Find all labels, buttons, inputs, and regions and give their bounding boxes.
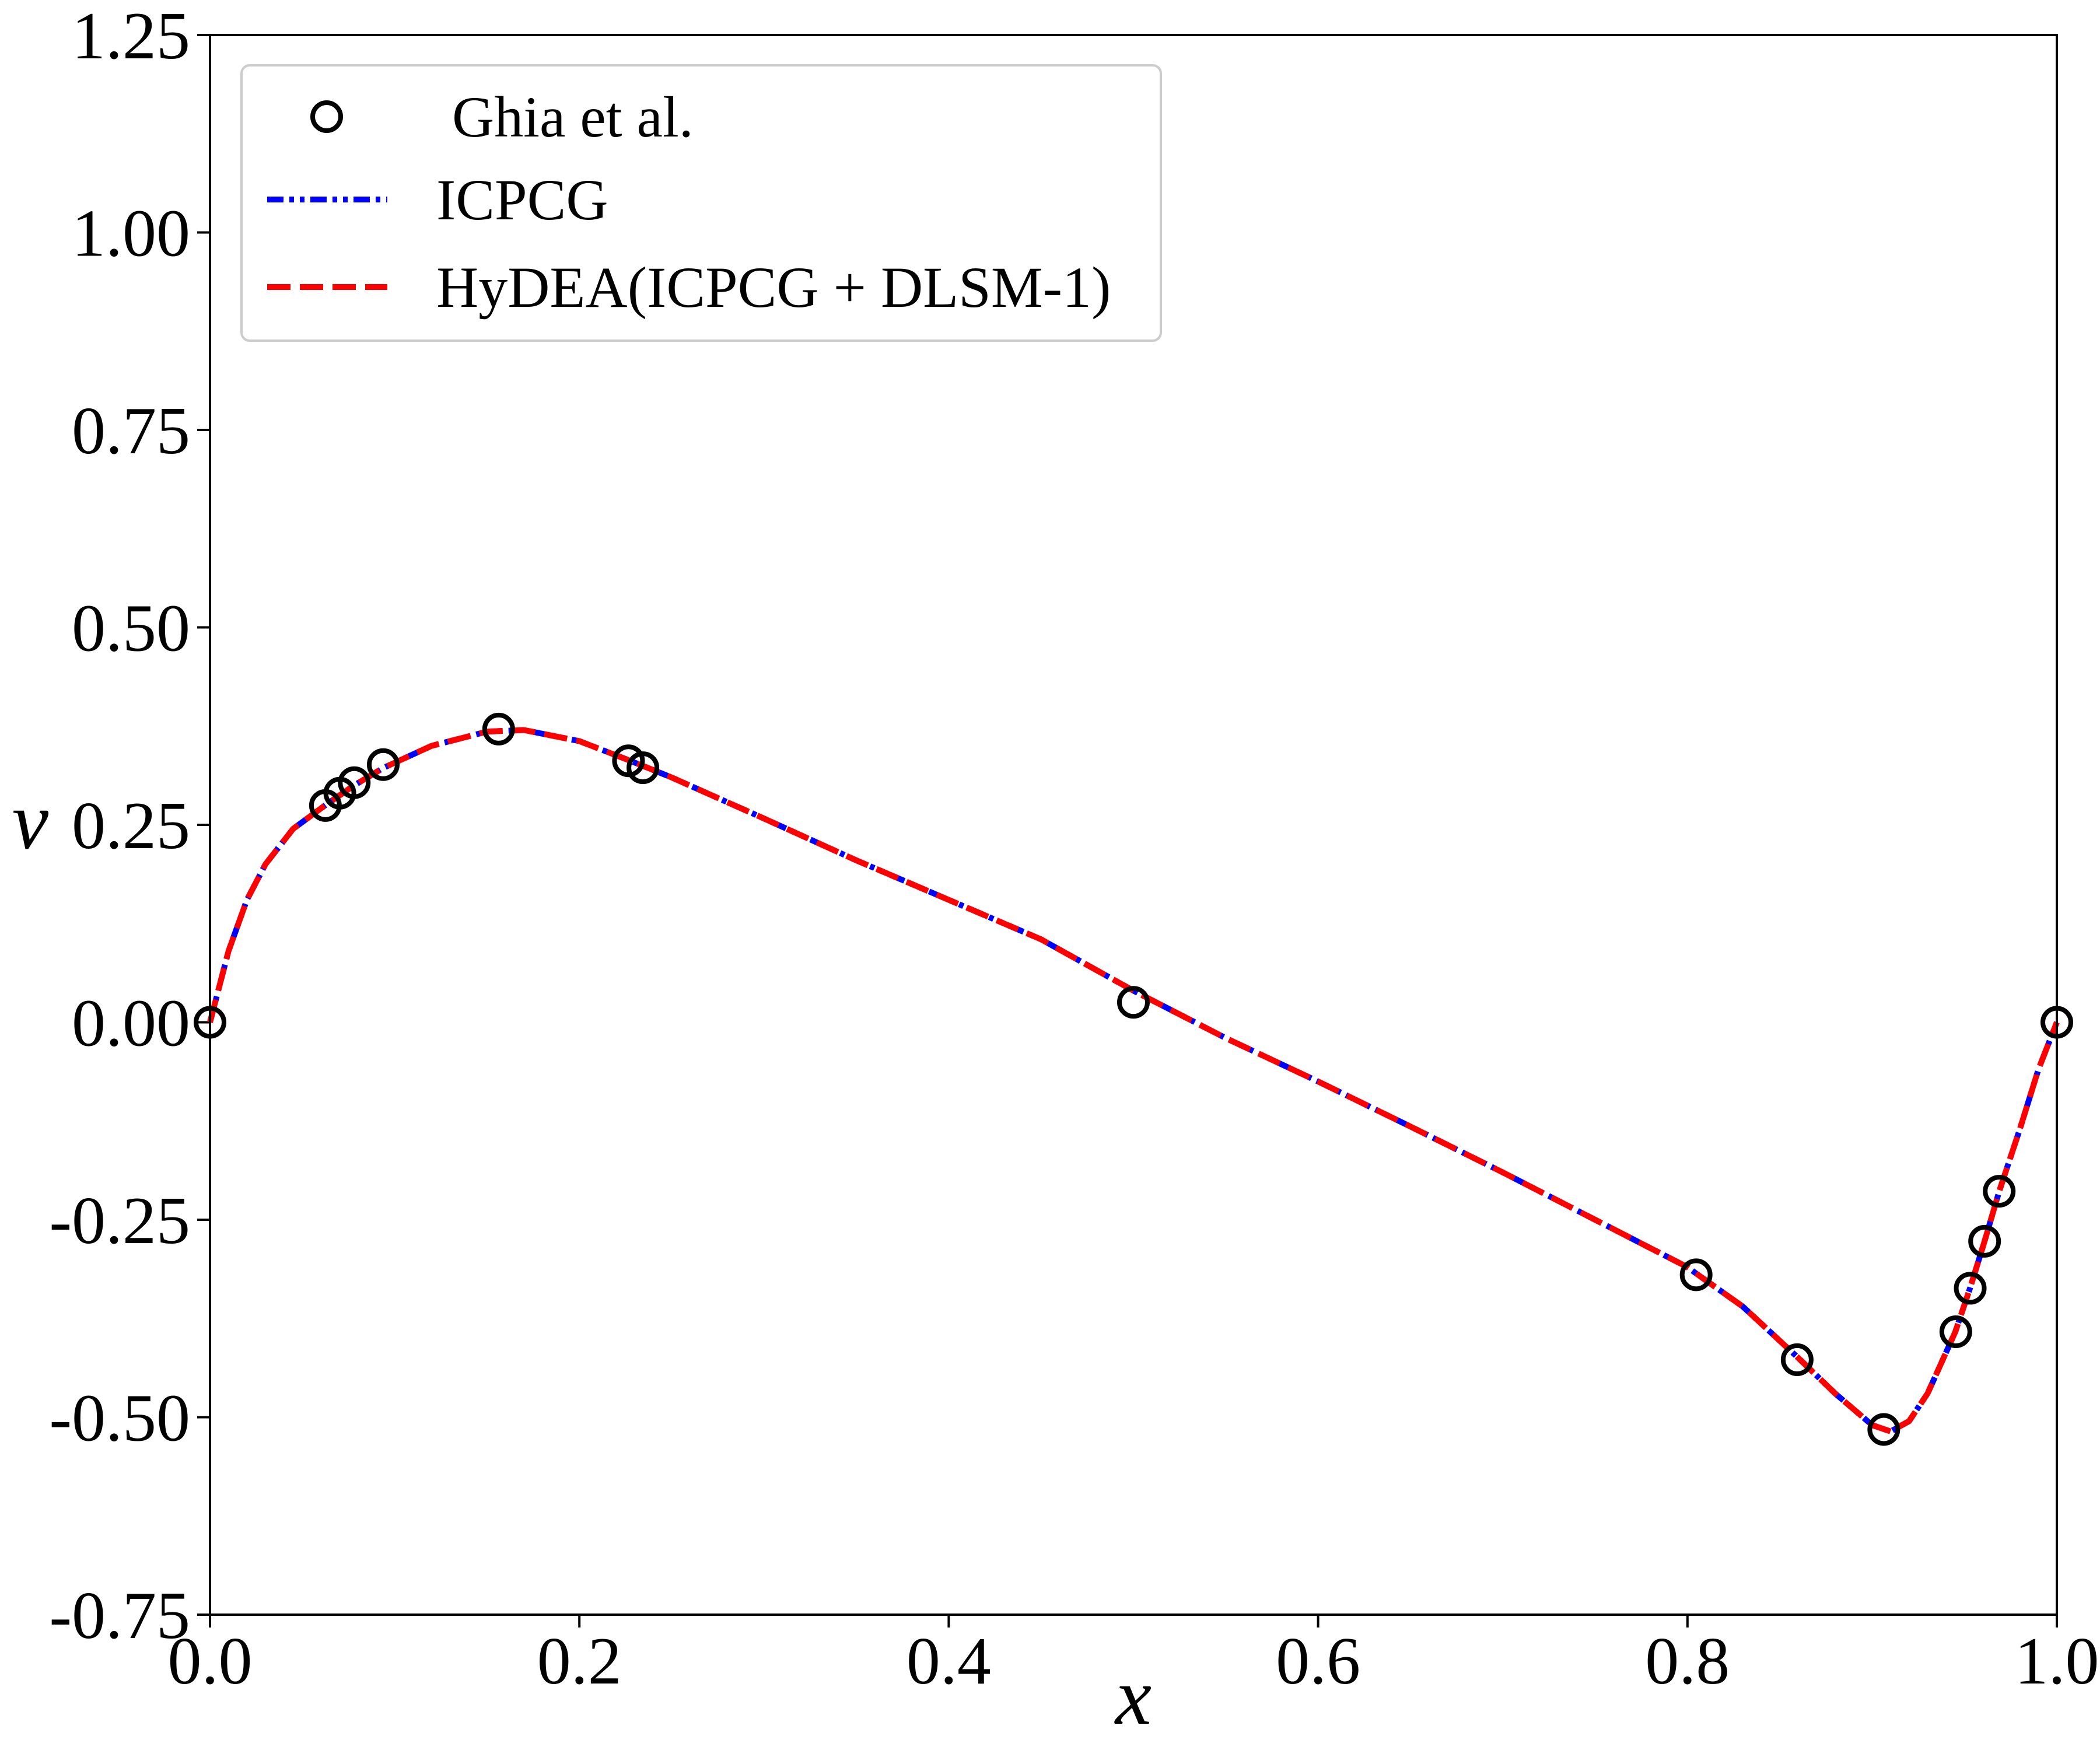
y-tick-label: 1.00 <box>72 197 190 271</box>
data-point-marker <box>1968 1224 2001 1258</box>
y-tick-label: 0.00 <box>72 986 190 1061</box>
y-tick-label: 1.25 <box>72 0 190 74</box>
x-axis-title: x <box>1114 1651 1152 1742</box>
y-tick-label: 0.75 <box>72 394 190 468</box>
y-axis-title: v <box>12 776 49 866</box>
data-point-marker <box>366 748 400 781</box>
data-point-marker <box>338 766 371 799</box>
data-point-marker <box>1780 1343 1814 1376</box>
data-point-marker <box>1679 1258 1713 1292</box>
x-tick-label: 0.8 <box>1645 1624 1730 1699</box>
data-point-marker <box>1867 1413 1901 1446</box>
legend: Ghia et al. ICPCG HyDEA(ICPCG + DLSM-1) <box>240 64 1162 342</box>
legend-label: HyDEA(ICPCG + DLSM-1) <box>436 255 1111 320</box>
x-tick-label: 0.0 <box>168 1624 253 1699</box>
data-point-marker <box>626 751 660 785</box>
x-tick-label: 0.2 <box>537 1624 622 1699</box>
y-tick-label: 0.50 <box>72 592 190 666</box>
legend-label: Ghia et al. <box>452 85 694 149</box>
y-tick-label: -0.25 <box>49 1184 190 1258</box>
legend-box <box>240 64 1162 342</box>
legend-marker-circle <box>310 100 343 133</box>
x-tick-label: 0.4 <box>907 1624 991 1699</box>
y-tick-label: -0.50 <box>49 1381 190 1456</box>
legend-label: ICPCG <box>436 167 608 232</box>
y-axis: 1.25 1.00 0.75 0.50 0.25 0.00 -0.25 -0.50 -0.75 <box>49 0 210 1653</box>
data-point-marker <box>482 712 515 746</box>
data-point-marker <box>1939 1315 1972 1348</box>
data-point-marker <box>1983 1175 2016 1208</box>
y-tick-label: 0.25 <box>72 789 190 863</box>
data-point-marker <box>1117 986 1150 1019</box>
x-tick-label: 0.6 <box>1276 1624 1360 1699</box>
y-tick-label: -0.75 <box>49 1578 190 1653</box>
x-axis: 0.0 0.2 0.4 0.6 0.8 1.0 <box>168 1615 2099 1699</box>
plot-frame <box>209 34 2058 1616</box>
data-point-marker <box>1954 1272 1987 1305</box>
x-tick-label: 1.0 <box>2015 1624 2099 1699</box>
